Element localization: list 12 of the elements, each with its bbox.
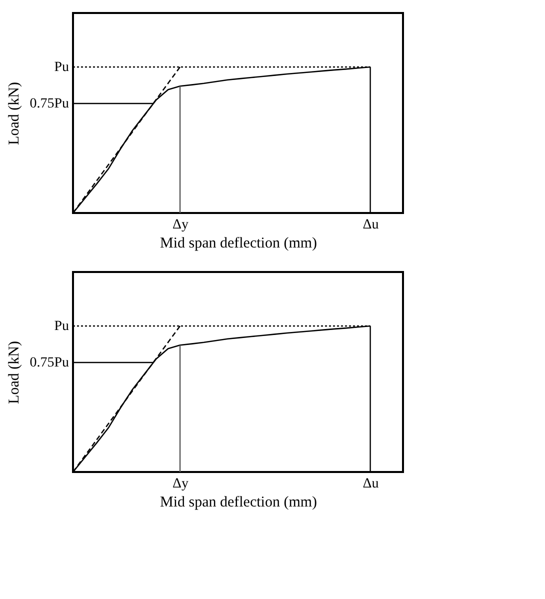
x-tick-label: Δu — [362, 476, 379, 492]
y-axis-title: Load (kN) — [6, 82, 22, 145]
x-axis-title: Mid span deflection (mm) — [160, 236, 318, 252]
x-tick-label: Δy — [172, 218, 189, 232]
x-axis-title: Mid span deflection (mm) — [160, 494, 318, 510]
ref-line-label: 0.75Pu — [30, 96, 69, 112]
ref-line-label: Pu — [54, 319, 69, 334]
y-axis-title: Load (kN) — [6, 341, 22, 404]
ref-line-label: 0.75Pu — [30, 356, 69, 371]
ref-line-label: Pu — [54, 60, 69, 76]
x-tick-label: Δu — [362, 218, 379, 232]
x-tick-label: Δy — [172, 476, 189, 492]
